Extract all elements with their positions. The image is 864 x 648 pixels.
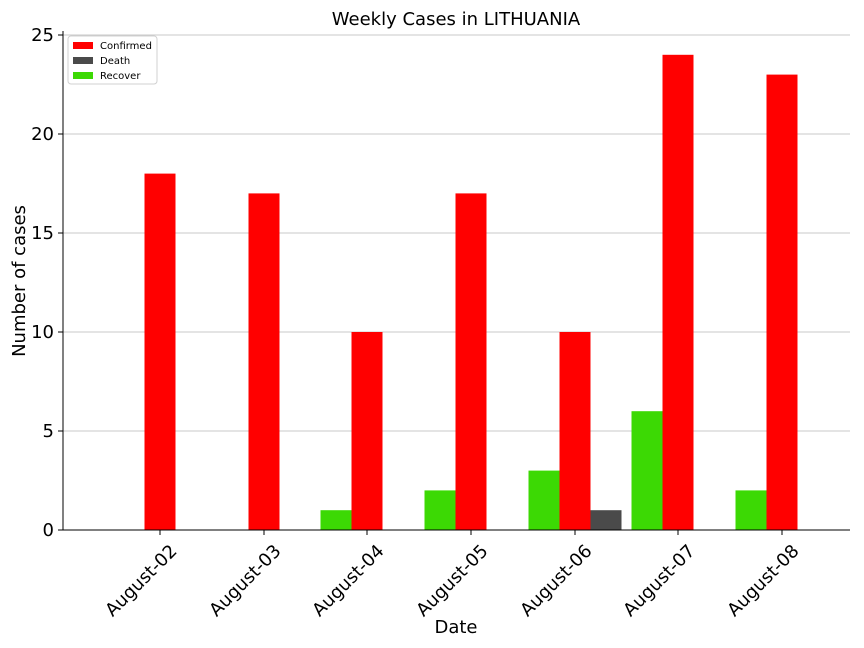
- legend-swatch-confirmed: [73, 42, 93, 49]
- bar-recover: [735, 490, 767, 530]
- legend-swatch-death: [73, 57, 93, 64]
- bar-death: [590, 510, 622, 530]
- bar-confirmed: [455, 193, 487, 530]
- bar-confirmed: [559, 332, 591, 530]
- bar-recover: [631, 411, 663, 530]
- x-tick-label: August-02: [101, 541, 181, 621]
- y-axis-title: Number of cases: [9, 205, 30, 357]
- y-tick-label: 15: [31, 223, 54, 244]
- x-tick-label: August-04: [308, 541, 388, 621]
- x-tick-label: August-06: [516, 541, 596, 621]
- bar-recover: [320, 510, 352, 530]
- y-ticks: 0 5 10 15 20 25: [31, 25, 63, 541]
- y-tick-label: 20: [31, 124, 54, 145]
- bar-confirmed: [351, 332, 383, 530]
- bar-recover: [528, 470, 560, 530]
- x-ticks: August-02 August-03 August-04 August-05 Augu…: [101, 530, 804, 621]
- x-tick-label: August-07: [619, 541, 699, 621]
- x-axis-title: Date: [434, 617, 477, 638]
- bar-recover: [424, 490, 456, 530]
- x-tick-label: August-05: [412, 541, 492, 621]
- x-tick-label: August-08: [723, 541, 803, 621]
- y-tick-label: 10: [31, 322, 54, 343]
- bar-confirmed: [766, 74, 798, 530]
- bars: [144, 54, 798, 531]
- bar-confirmed: [248, 193, 280, 530]
- y-tick-label: 25: [31, 25, 54, 46]
- legend-label-confirmed: Confirmed: [100, 41, 152, 52]
- y-tick-label: 0: [43, 520, 54, 541]
- chart-title: Weekly Cases in LITHUANIA: [332, 9, 581, 30]
- y-tick-label: 5: [43, 421, 54, 442]
- bar-confirmed: [144, 173, 176, 530]
- legend-label-recover: Recover: [100, 71, 141, 82]
- x-tick-label: August-03: [205, 541, 285, 621]
- legend-label-death: Death: [100, 56, 130, 67]
- bar-confirmed: [662, 54, 694, 531]
- legend: Confirmed Death Recover: [67, 35, 158, 85]
- axes: [62, 31, 850, 531]
- legend-swatch-recover: [73, 72, 93, 79]
